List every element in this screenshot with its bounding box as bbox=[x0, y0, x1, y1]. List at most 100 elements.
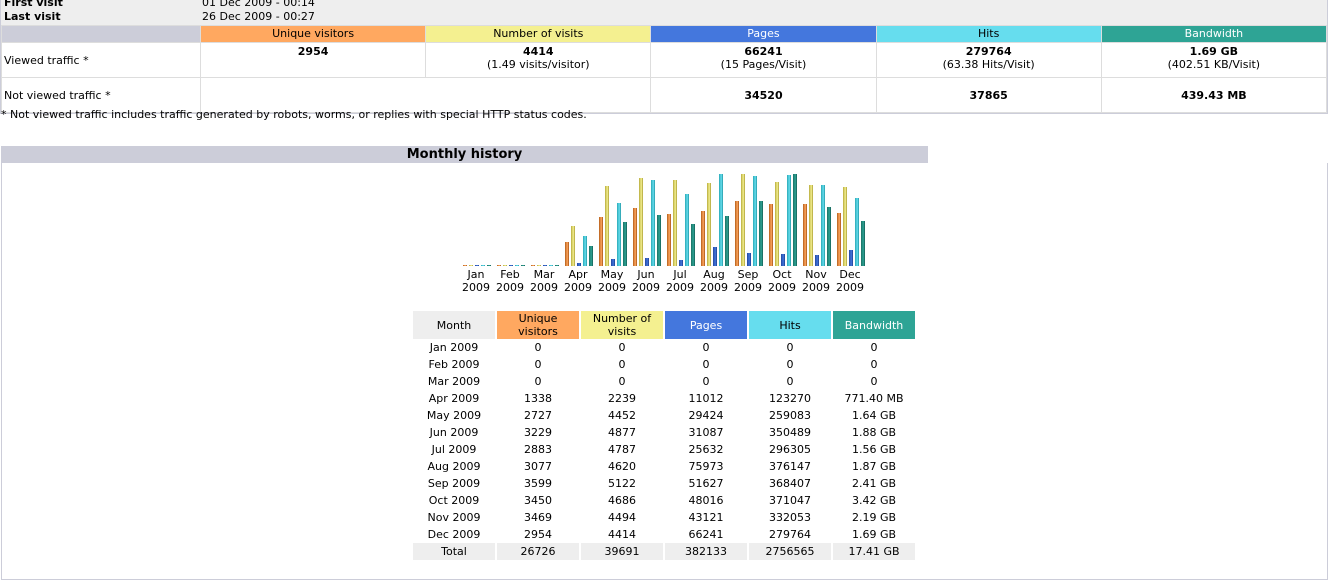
bar-pages bbox=[679, 259, 683, 266]
cell-bandwidth: 1.88 GB bbox=[851, 426, 897, 439]
first-visit-label: First visit bbox=[4, 0, 63, 9]
bar-hits bbox=[583, 235, 587, 266]
cell-unique: 2727 bbox=[524, 409, 552, 422]
col-pages: Pages bbox=[650, 25, 877, 43]
bar-pages bbox=[475, 265, 479, 266]
viewed-pages: 66241 (15 Pages/Visit) bbox=[650, 42, 877, 78]
monthly-history-panel bbox=[1, 163, 1328, 580]
chart-label-year: 2009 bbox=[700, 281, 728, 294]
bar-visits bbox=[775, 181, 779, 266]
viewed-visits: 4414 (1.49 visits/visitor) bbox=[425, 42, 652, 78]
summary-header: First visit 01 Dec 2009 - 00:14 Last vis… bbox=[1, 0, 1327, 25]
chart-label-month: Sep bbox=[737, 268, 759, 281]
cell-visits: 5122 bbox=[608, 477, 636, 490]
bar-pages bbox=[509, 265, 513, 266]
cell-pages: 25632 bbox=[688, 443, 724, 456]
table-row: Sep 2009 3599 5122 51627 368407 2.41 GB bbox=[413, 475, 915, 492]
summary-table: Unique visitors Number of visits Pages H… bbox=[1, 25, 1328, 113]
viewed-hits-sub: (63.38 Hits/Visit) bbox=[942, 58, 1035, 71]
last-visit-label: Last visit bbox=[4, 10, 61, 23]
summary-panel: First visit 01 Dec 2009 - 00:14 Last vis… bbox=[0, 0, 1328, 114]
bar-hits bbox=[787, 175, 791, 266]
cell-pages: 43121 bbox=[688, 511, 724, 524]
bar-hits bbox=[685, 193, 689, 266]
bar-bandwidth bbox=[521, 265, 525, 266]
bar-unique bbox=[531, 265, 535, 266]
bar-pages bbox=[611, 258, 615, 266]
cell-unique: 3469 bbox=[524, 511, 552, 524]
chart-label: Oct 2009 bbox=[765, 268, 799, 294]
bar-unique bbox=[667, 214, 671, 266]
bar-bandwidth bbox=[827, 207, 831, 266]
bar-visits bbox=[469, 265, 473, 266]
chart-label: Sep 2009 bbox=[731, 268, 765, 294]
bar-hits bbox=[821, 184, 825, 266]
table-row: Nov 2009 3469 4494 43121 332053 2.19 GB bbox=[413, 509, 915, 526]
cell-pages: 29424 bbox=[688, 409, 724, 422]
th-pages: Pages bbox=[665, 311, 747, 339]
chart-label-year: 2009 bbox=[632, 281, 660, 294]
bar-bandwidth bbox=[793, 174, 797, 266]
chart-label: Apr 2009 bbox=[561, 268, 595, 294]
cell-month: Aug 2009 bbox=[427, 460, 481, 473]
bar-visits bbox=[673, 180, 677, 266]
chart-label-month: Oct bbox=[772, 268, 792, 281]
bar-visits bbox=[741, 174, 745, 266]
chart-label-month: Apr bbox=[568, 268, 588, 281]
not-viewed-hits: 37865 bbox=[875, 77, 1102, 113]
cell-hits: 279764 bbox=[769, 528, 811, 541]
cell-hits: 123270 bbox=[769, 392, 811, 405]
col-bandwidth: Bandwidth bbox=[1100, 25, 1328, 43]
cell-bandwidth: 2.41 GB bbox=[851, 477, 897, 490]
cell-unique: 3229 bbox=[524, 426, 552, 439]
viewed-visits-sub: (1.49 visits/visitor) bbox=[486, 58, 590, 71]
col-hits: Hits bbox=[875, 25, 1102, 43]
bar-hits bbox=[719, 174, 723, 266]
col-unique-visitors: Unique visitors bbox=[199, 25, 427, 43]
table-row: Apr 2009 1338 2239 11012 123270 771.40 MB bbox=[413, 390, 915, 407]
viewed-visits-value: 4414 bbox=[522, 45, 554, 58]
bar-hits bbox=[481, 265, 485, 266]
cell-bandwidth: 2.19 GB bbox=[851, 511, 897, 524]
bar-unique bbox=[565, 241, 569, 266]
chart-label-year: 2009 bbox=[666, 281, 694, 294]
cell-hits: 0 bbox=[786, 341, 794, 354]
bar-visits bbox=[605, 186, 609, 266]
bar-pages bbox=[577, 263, 581, 266]
bar-bandwidth bbox=[589, 245, 593, 266]
chart-label-year: 2009 bbox=[598, 281, 626, 294]
cell-pages: 0 bbox=[702, 358, 710, 371]
cell-hits: 332053 bbox=[769, 511, 811, 524]
cell-hits: 376147 bbox=[769, 460, 811, 473]
table-row: Mar 2009 0 0 0 0 0 bbox=[413, 373, 915, 390]
chart-label: Feb 2009 bbox=[493, 268, 527, 294]
chart-label-year: 2009 bbox=[564, 281, 592, 294]
viewed-bandwidth: 1.69 GB (402.51 KB/Visit) bbox=[1100, 42, 1328, 78]
cell-visits: 4787 bbox=[608, 443, 636, 456]
cell-bandwidth: 1.69 GB bbox=[851, 528, 897, 541]
bar-pages bbox=[713, 247, 717, 266]
monthly-history-title: Monthly history bbox=[1, 146, 928, 163]
chart-label: Jul 2009 bbox=[663, 268, 697, 294]
bar-visits bbox=[503, 265, 507, 266]
viewed-bandwidth-sub: (402.51 KB/Visit) bbox=[1167, 58, 1261, 71]
cell-month: Apr 2009 bbox=[428, 392, 480, 405]
cell-month: Total bbox=[413, 543, 495, 560]
bar-unique bbox=[803, 203, 807, 266]
chart-label-month: Dec bbox=[839, 268, 861, 281]
chart-label-month: Jun bbox=[637, 268, 655, 281]
not-viewed-traffic-label: Not viewed traffic * bbox=[1, 77, 201, 113]
chart-label-year: 2009 bbox=[768, 281, 796, 294]
viewed-pages-value: 66241 bbox=[744, 45, 783, 58]
chart-label-year: 2009 bbox=[836, 281, 864, 294]
bar-unique bbox=[463, 265, 467, 266]
chart-label-month: Mar bbox=[533, 268, 555, 281]
not-viewed-pages: 34520 bbox=[650, 77, 877, 113]
cell-month: May 2009 bbox=[426, 409, 482, 422]
cell-unique: 2883 bbox=[524, 443, 552, 456]
first-visit-value: 01 Dec 2009 - 00:14 bbox=[202, 0, 315, 9]
cell-month: Jul 2009 bbox=[431, 443, 477, 456]
bar-pages bbox=[849, 249, 853, 266]
chart-label-year: 2009 bbox=[496, 281, 524, 294]
cell-bandwidth: 17.41 GB bbox=[833, 543, 915, 560]
